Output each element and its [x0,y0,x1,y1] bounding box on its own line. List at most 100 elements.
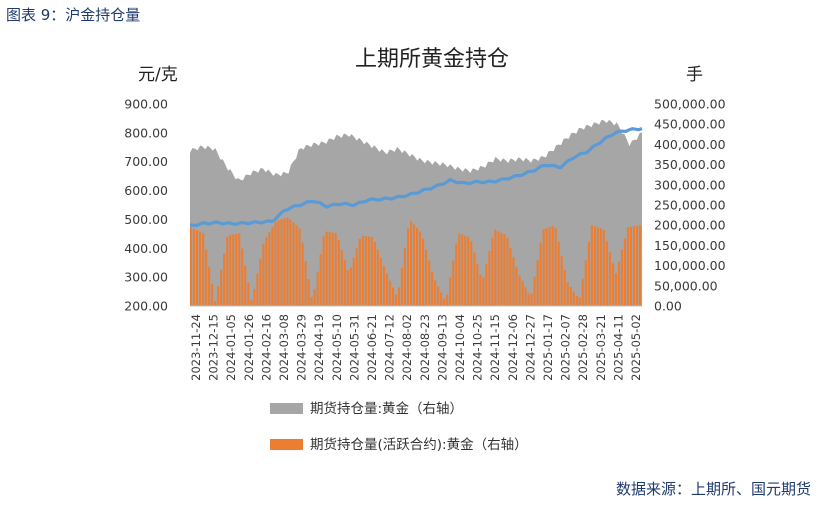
active-contract-bar [403,248,407,306]
active-contract-bar [208,266,211,306]
x-tick-label: 2024-05-31 [347,314,361,381]
right-tick-label: 0.00 [654,299,682,314]
active-contract-bar [584,260,587,306]
active-contract-bar [274,222,277,306]
active-contract-bar [639,225,642,306]
x-tick-label: 2024-10-04 [453,314,467,381]
active-contract-bar [599,228,602,306]
right-tick-label: 200,000.00 [654,218,726,233]
x-tick-label: 2024-04-19 [312,314,326,381]
active-contract-bar [470,241,473,306]
active-contract-bar [623,238,627,306]
active-contract-bar [539,242,542,306]
right-tick-label: 400,000.00 [654,137,726,152]
active-contract-bar [578,297,581,306]
active-contract-bar [458,233,461,306]
active-contract-bar [211,284,214,306]
left-tick-label: 200.00 [124,299,168,314]
active-contract-bar [304,261,307,306]
right-axis-ticks: 500,000.00 450,000.00 400,000.00 350,000.00… [654,97,726,314]
active-contract-bar [361,235,364,306]
x-tick-label: 2025-05-02 [629,314,643,381]
active-contract-bar [485,264,488,306]
left-tick-label: 800.00 [124,125,168,140]
active-contract-bar [419,231,422,306]
legend-swatch [270,403,303,414]
x-tick-label: 2024-01-26 [242,314,256,381]
source-note: 数据来源：上期所、国元期货 [615,480,811,498]
active-contract-bar [602,230,605,306]
active-contract-bar [422,238,425,306]
active-contract-bar [572,291,575,306]
active-contract-bar [391,287,395,306]
active-contract-bar [268,232,271,306]
x-tick-label: 2025-02-07 [559,314,573,381]
active-contract-bar [238,233,241,306]
active-contract-bar [611,263,615,306]
active-contract-bar [283,218,286,306]
x-tick-label: 2024-05-10 [330,314,344,381]
right-axis-unit: 手 [686,65,703,85]
active-contract-bar [337,240,340,306]
right-tick-label: 500,000.00 [654,97,726,112]
left-axis-unit: 元/克 [138,65,178,85]
active-contract-bar [292,222,295,306]
active-contract-bar [545,228,548,306]
active-contract-bar [199,231,202,306]
active-contract-bar [494,229,497,306]
active-contract-bar [530,293,533,306]
active-contract-bar [310,297,313,306]
active-contract-bar [626,227,630,306]
active-contract-bar [214,301,217,306]
active-contract-bar [316,271,319,306]
chart-title: 上期所黄金持仓 [355,47,509,72]
active-contract-bar [235,233,238,306]
active-contract-bar [413,224,416,306]
active-contract-bar [298,228,301,306]
left-tick-label: 700.00 [124,154,168,169]
active-contract-bar [373,242,376,306]
active-contract-bar [250,299,253,306]
active-contract-bar [497,231,500,306]
active-contract-bar [548,227,551,306]
active-contract-bar [271,227,274,306]
active-contract-bar [563,270,566,306]
active-contract-bar [437,286,440,306]
active-contract-bar [593,226,596,306]
right-tick-label: 250,000.00 [654,198,726,213]
active-contract-bar [358,238,361,306]
active-contract-bar [473,252,476,306]
active-contract-bar [488,251,491,306]
right-tick-label: 300,000.00 [654,177,726,192]
active-contract-bar [226,236,229,306]
active-contract-bar [515,266,518,306]
active-contract-bar [331,232,334,306]
active-contract-bar [509,247,512,306]
x-tick-label: 2025-03-21 [594,314,608,381]
active-contract-bar [428,260,431,306]
active-contract-bar [196,230,199,306]
x-tick-label: 2024-03-29 [295,314,309,381]
active-contract-bar [524,287,527,306]
x-tick-label: 2023-12-15 [207,314,221,381]
active-contract-bar [220,269,223,306]
active-contract-bar [346,270,349,306]
x-tick-label: 2025-04-11 [611,314,625,381]
active-contract-bar [500,232,503,306]
active-contract-bar [587,241,590,306]
active-contract-bar [617,261,621,306]
active-contract-bar [247,282,250,306]
active-contract-bar [388,280,392,306]
active-contract-bar [223,253,226,306]
right-tick-label: 100,000.00 [654,258,726,273]
active-contract-bar [397,287,401,306]
active-contract-bar [608,252,612,306]
x-tick-label: 2024-02-16 [259,314,273,381]
active-contract-bar [295,225,298,306]
active-contract-bar [367,236,370,306]
active-contract-bar [313,289,316,306]
active-contract-bar [434,280,437,306]
active-contract-bar [232,234,235,306]
left-tick-label: 600.00 [124,183,168,198]
